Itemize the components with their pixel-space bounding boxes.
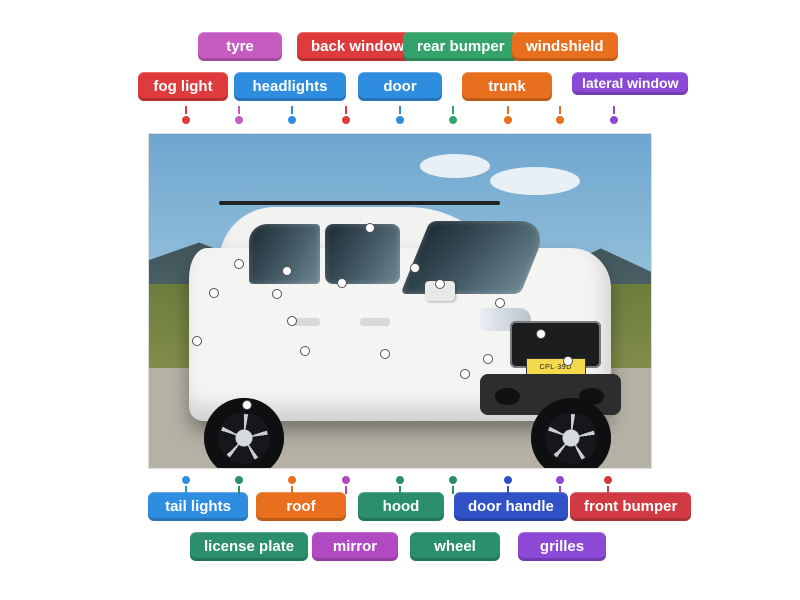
image-marker[interactable]	[192, 336, 202, 346]
car-side-window	[325, 224, 400, 284]
image-marker[interactable]	[435, 279, 445, 289]
term-label-headlights[interactable]: headlights	[234, 72, 346, 101]
term-label-windshield[interactable]: windshield	[512, 32, 618, 61]
term-label-license-plate[interactable]: license plate	[190, 532, 308, 561]
label-pin[interactable]	[233, 114, 245, 126]
term-label-wheel[interactable]: wheel	[410, 532, 500, 561]
image-marker[interactable]	[287, 316, 297, 326]
cloud	[420, 154, 490, 178]
car-wheel-front	[531, 398, 611, 469]
image-marker[interactable]	[209, 288, 219, 298]
term-label-rear-bumper[interactable]: rear bumper	[403, 32, 519, 61]
label-pin[interactable]	[180, 474, 192, 486]
image-marker[interactable]	[536, 329, 546, 339]
image-marker[interactable]	[483, 354, 493, 364]
term-label-tyre[interactable]: tyre	[198, 32, 282, 61]
term-label-fog-light[interactable]: fog light	[138, 72, 228, 101]
term-label-trunk[interactable]: trunk	[462, 72, 552, 101]
car-fog-lights	[495, 388, 520, 405]
image-marker[interactable]	[380, 349, 390, 359]
labeled-image-stage: CPL·39D	[148, 133, 652, 469]
term-label-tail-lights[interactable]: tail lights	[148, 492, 248, 521]
label-pin[interactable]	[180, 114, 192, 126]
car-roof-rail	[219, 201, 500, 205]
label-pin[interactable]	[340, 474, 352, 486]
term-label-mirror[interactable]: mirror	[312, 532, 398, 561]
label-pin[interactable]	[340, 114, 352, 126]
term-label-door[interactable]: door	[358, 72, 442, 101]
label-pin[interactable]	[447, 474, 459, 486]
image-marker[interactable]	[272, 289, 282, 299]
image-marker[interactable]	[300, 346, 310, 356]
term-label-door-handle[interactable]: door handle	[454, 492, 568, 521]
term-label-lateral-window[interactable]: lateral window	[572, 72, 688, 95]
label-pin[interactable]	[286, 114, 298, 126]
label-pin[interactable]	[233, 474, 245, 486]
term-label-grilles[interactable]: grilles	[518, 532, 606, 561]
label-pin[interactable]	[447, 114, 459, 126]
label-pin[interactable]	[394, 114, 406, 126]
label-pin[interactable]	[394, 474, 406, 486]
term-label-back-window[interactable]: back window	[297, 32, 418, 61]
term-label-front-bumper[interactable]: front bumper	[570, 492, 691, 521]
label-pin[interactable]	[554, 114, 566, 126]
label-pin[interactable]	[502, 474, 514, 486]
image-marker[interactable]	[365, 223, 375, 233]
image-marker[interactable]	[242, 400, 252, 410]
image-marker[interactable]	[282, 266, 292, 276]
image-marker[interactable]	[460, 369, 470, 379]
image-marker[interactable]	[337, 278, 347, 288]
label-pin[interactable]	[608, 114, 620, 126]
image-marker[interactable]	[495, 298, 505, 308]
label-pin[interactable]	[286, 474, 298, 486]
label-pin[interactable]	[554, 474, 566, 486]
label-pin[interactable]	[602, 474, 614, 486]
term-label-roof[interactable]: roof	[256, 492, 346, 521]
term-label-hood[interactable]: hood	[358, 492, 444, 521]
label-pin[interactable]	[502, 114, 514, 126]
image-marker[interactable]	[410, 263, 420, 273]
image-marker[interactable]	[563, 356, 573, 366]
car-door-handle	[360, 318, 390, 326]
image-marker[interactable]	[234, 259, 244, 269]
